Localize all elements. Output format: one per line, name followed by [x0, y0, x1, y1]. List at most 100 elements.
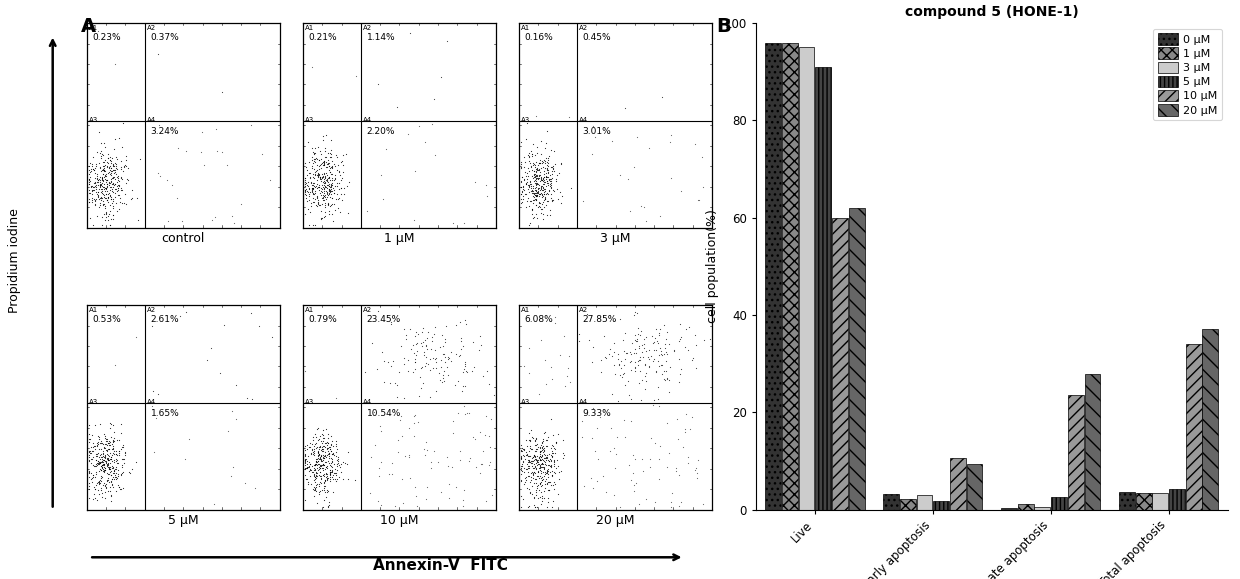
Point [415, 353, 435, 362]
Point [314, 176, 334, 185]
Point [513, 162, 533, 171]
Point [105, 162, 125, 171]
Point [651, 347, 671, 356]
Point [533, 444, 553, 453]
Point [370, 463, 389, 472]
Point [327, 459, 347, 468]
Point [306, 459, 326, 468]
Point [536, 138, 556, 148]
Point [79, 468, 99, 478]
Point [527, 455, 547, 464]
Point [306, 154, 326, 163]
Point [89, 179, 109, 189]
Point [317, 445, 337, 454]
Point [100, 455, 120, 464]
Point [314, 169, 334, 178]
Point [295, 451, 315, 460]
Point [314, 478, 334, 487]
Point [176, 307, 196, 317]
Point [538, 465, 558, 474]
Point [296, 180, 316, 189]
Point [527, 483, 547, 492]
Point [115, 161, 135, 170]
Point [212, 147, 232, 156]
Text: A1: A1 [305, 307, 314, 313]
Point [511, 475, 531, 485]
Point [610, 170, 630, 179]
Text: Annexin-V  FITC: Annexin-V FITC [373, 558, 507, 573]
Point [207, 146, 227, 156]
Point [87, 452, 107, 461]
Point [547, 437, 567, 446]
Point [632, 340, 652, 350]
Point [531, 474, 551, 483]
Point [529, 158, 549, 167]
Point [327, 444, 347, 453]
Point [542, 467, 562, 476]
Point [539, 175, 559, 184]
Point [321, 460, 341, 470]
Point [532, 481, 552, 490]
Point [532, 445, 552, 455]
Point [87, 459, 107, 468]
Point [523, 492, 543, 501]
Point [295, 177, 315, 186]
Point [521, 444, 541, 453]
Point [115, 156, 135, 165]
Point [315, 200, 335, 210]
Point [651, 349, 671, 358]
Point [513, 185, 533, 194]
Point [308, 456, 327, 465]
Point [95, 439, 115, 449]
Point [322, 457, 342, 467]
Point [301, 186, 321, 195]
Point [303, 485, 322, 494]
Point [325, 205, 345, 214]
Point [83, 164, 103, 174]
Point [538, 152, 558, 161]
Point [453, 501, 472, 510]
Point [97, 195, 117, 204]
Point [306, 482, 326, 491]
Point [115, 189, 135, 198]
Point [119, 468, 139, 478]
Point [325, 181, 345, 190]
Point [91, 459, 110, 468]
Point [526, 181, 546, 190]
Point [79, 188, 99, 197]
Point [304, 149, 324, 159]
Point [518, 428, 538, 438]
Point [644, 395, 663, 405]
Point [546, 159, 565, 168]
Point [97, 210, 117, 219]
Point [533, 157, 553, 166]
Point [330, 472, 350, 482]
Point [455, 381, 475, 390]
Point [308, 452, 327, 461]
Point [624, 450, 644, 459]
Point [104, 168, 124, 178]
Point [465, 177, 485, 186]
Point [525, 493, 544, 503]
Point [296, 178, 316, 188]
Point [534, 355, 554, 364]
Point [322, 467, 342, 477]
Point [513, 182, 533, 191]
Point [367, 364, 387, 373]
Point [299, 463, 319, 472]
Point [419, 393, 439, 402]
X-axis label: 1 μM: 1 μM [384, 232, 414, 245]
Point [321, 462, 341, 471]
Point [91, 458, 110, 467]
Point [383, 357, 403, 366]
Point [526, 186, 546, 195]
Point [83, 460, 103, 470]
Point [361, 453, 381, 462]
Point [417, 482, 436, 491]
Point [539, 170, 559, 179]
Point [513, 445, 533, 454]
Point [534, 449, 554, 459]
Point [513, 361, 533, 371]
Point [311, 474, 331, 483]
Point [102, 463, 122, 472]
